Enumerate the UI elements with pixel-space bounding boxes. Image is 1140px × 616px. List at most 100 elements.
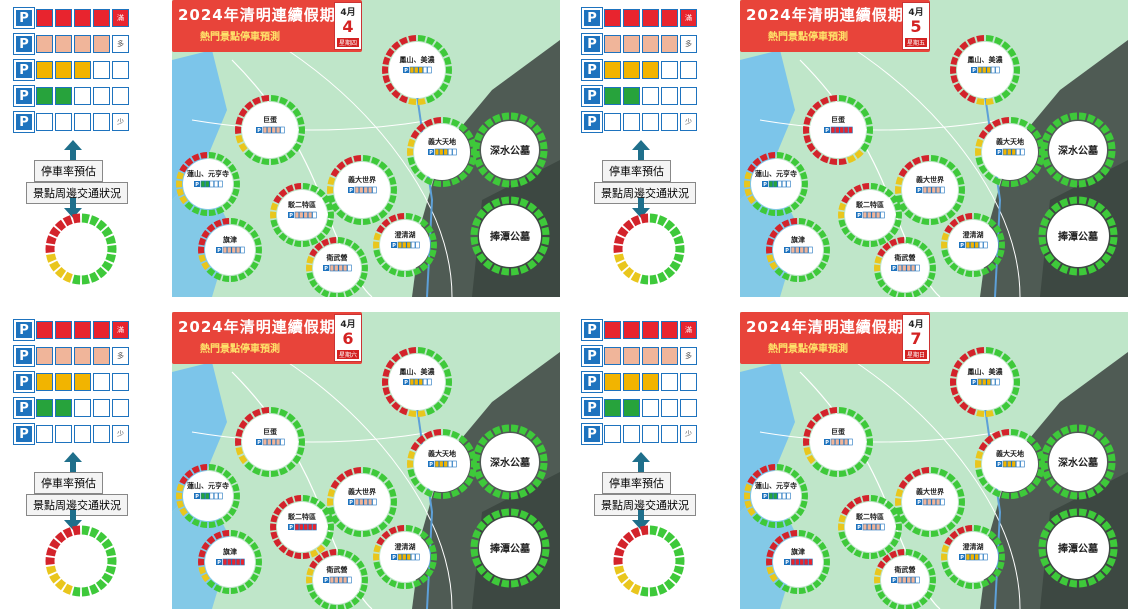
date-day: 7 xyxy=(910,329,922,348)
poi-fengshan[interactable]: 鳳山、美濃 P xyxy=(381,35,453,105)
parking-cell xyxy=(680,373,697,391)
poi-chengching[interactable]: 澄清湖 P xyxy=(941,213,1005,277)
poi-jukan[interactable]: 巨蛋 P xyxy=(234,407,306,477)
poi-dreammall[interactable]: 義大天地 P xyxy=(406,117,478,187)
poi-yida[interactable]: 義大世界 P xyxy=(894,467,966,537)
poi-cijin[interactable]: 旗津 P xyxy=(766,530,830,594)
parking-cell xyxy=(642,87,659,105)
poi-pier2[interactable]: 駁二特區 P xyxy=(838,183,902,247)
poi-cijin[interactable]: 旗津 P xyxy=(198,218,262,282)
poi-label: 澄清湖 xyxy=(394,542,416,551)
level-tag: 滿 xyxy=(685,14,692,22)
poi-yida[interactable]: 義大世界 P xyxy=(326,155,398,225)
poi-label: 深水公墓 xyxy=(490,456,531,469)
parking-cell xyxy=(604,9,621,27)
parking-cell xyxy=(93,399,110,417)
date-day: 6 xyxy=(342,329,354,348)
poi-yuanheng[interactable]: 蓮山、元亨寺 P xyxy=(176,464,240,528)
poi-cijin[interactable]: 旗津 P xyxy=(198,530,262,594)
poi-bitan[interactable]: 捧潭公墓 xyxy=(470,508,550,588)
poi-bitan[interactable]: 捧潭公墓 xyxy=(470,196,550,276)
parking-cell xyxy=(604,321,621,339)
arrow-down-icon xyxy=(632,198,650,218)
poi-fengshan[interactable]: 鳳山、美濃 P xyxy=(949,35,1021,105)
svg-text:P: P xyxy=(763,182,767,188)
svg-text:P: P xyxy=(257,440,261,446)
poi-fengshan[interactable]: 鳳山、美濃 P xyxy=(949,347,1021,417)
poi-label: 鳳山、美濃 xyxy=(968,55,1004,64)
parking-cell: 少 xyxy=(112,113,129,131)
parking-cell: 多 xyxy=(680,347,697,365)
title: 2024年清明連續假期 xyxy=(746,6,904,24)
poi-shenshui[interactable]: 深水公墓 xyxy=(1040,112,1116,188)
poi-chengching[interactable]: 澄清湖 P xyxy=(373,525,437,589)
poi-yida[interactable]: 義大世界 P xyxy=(894,155,966,225)
poi-label: 澄清湖 xyxy=(962,542,984,551)
svg-text:P: P xyxy=(997,150,1001,156)
parking-cell xyxy=(112,373,129,391)
parking-cell xyxy=(36,321,53,339)
parking-icon: P xyxy=(13,7,35,29)
parking-cell xyxy=(93,61,110,79)
poi-dreammall[interactable]: 義大天地 P xyxy=(974,117,1046,187)
parking-cell xyxy=(642,321,659,339)
date-weekday: 星期六 xyxy=(337,350,359,359)
poi-bitan[interactable]: 捧潭公墓 xyxy=(1038,508,1118,588)
poi-chengching[interactable]: 澄清湖 P xyxy=(941,525,1005,589)
poi-shenshui[interactable]: 深水公墓 xyxy=(472,112,548,188)
poi-yida[interactable]: 義大世界 P xyxy=(326,467,398,537)
poi-yuanheng[interactable]: 蓮山、元亨寺 P xyxy=(744,152,808,216)
poi-pier2[interactable]: 駁二特區 P xyxy=(270,495,334,559)
poi-label: 旗津 xyxy=(791,547,805,556)
parking-cell xyxy=(112,87,129,105)
poi-weiwu[interactable]: 衛武營 P xyxy=(306,237,368,297)
poi-label: 義大天地 xyxy=(996,449,1024,458)
svg-text:P: P xyxy=(972,68,976,74)
poi-yuanheng[interactable]: 蓮山、元亨寺 P xyxy=(176,152,240,216)
parking-cell: 多 xyxy=(680,35,697,53)
poi-dreammall[interactable]: 義大天地 P xyxy=(974,429,1046,499)
parking-cell xyxy=(604,87,621,105)
svg-text:P: P xyxy=(785,560,789,566)
svg-text:P: P xyxy=(917,188,921,194)
parking-icon: P xyxy=(581,33,603,55)
level-tag: 多 xyxy=(685,40,692,48)
parking-cell xyxy=(55,373,72,391)
poi-label: 駁二特區 xyxy=(855,512,884,521)
map: 2024年清明連續假期 熱門景點停車預測 4月 6 星期六 鳳山、美濃 P 巨蛋… xyxy=(172,312,560,609)
poi-yuanheng[interactable]: 蓮山、元亨寺 P xyxy=(744,464,808,528)
parking-cell: 滿 xyxy=(680,9,697,27)
parking-cell xyxy=(623,425,640,443)
parking-cell xyxy=(642,61,659,79)
poi-pier2[interactable]: 駁二特區 P xyxy=(838,495,902,559)
poi-dreammall[interactable]: 義大天地 P xyxy=(406,429,478,499)
poi-jukan[interactable]: 巨蛋 P xyxy=(802,407,874,477)
poi-bitan[interactable]: 捧潭公墓 xyxy=(1038,196,1118,276)
poi-cijin[interactable]: 旗津 P xyxy=(766,218,830,282)
poi-shenshui[interactable]: 深水公墓 xyxy=(472,424,548,500)
parking-cell xyxy=(661,113,678,131)
poi-layer: 鳳山、美濃 P 巨蛋 P 蓮山、元亨寺 P 義大天地 P 義大世界 P 駁二特區… xyxy=(176,347,550,609)
poi-weiwu[interactable]: 衛武營 P xyxy=(874,549,936,609)
parking-cell xyxy=(661,35,678,53)
arrow-down-icon xyxy=(632,510,650,530)
poi-label: 巨蛋 xyxy=(263,115,277,124)
subtitle: 熱門景點停車預測 xyxy=(200,32,280,43)
parking-cell: 多 xyxy=(112,347,129,365)
poi-chengching[interactable]: 澄清湖 P xyxy=(373,213,437,277)
poi-fengshan[interactable]: 鳳山、美濃 P xyxy=(381,347,453,417)
date-month: 4月 xyxy=(908,320,924,330)
poi-jukan[interactable]: 巨蛋 P xyxy=(802,95,874,165)
parking-cell xyxy=(604,425,621,443)
poi-pier2[interactable]: 駁二特區 P xyxy=(270,183,334,247)
poi-jukan[interactable]: 巨蛋 P xyxy=(234,95,306,165)
poi-weiwu[interactable]: 衛武營 P xyxy=(306,549,368,609)
poi-shenshui[interactable]: 深水公墓 xyxy=(1040,424,1116,500)
poi-weiwu[interactable]: 衛武營 P xyxy=(874,237,936,297)
